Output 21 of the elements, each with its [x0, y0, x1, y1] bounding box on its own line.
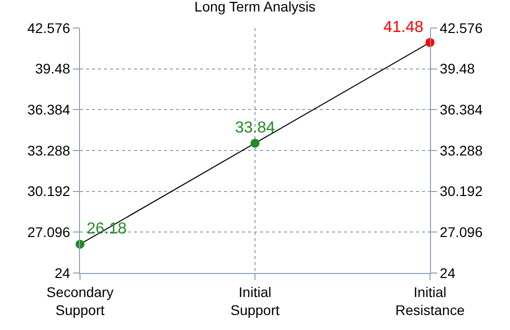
y2-tick-label: 30.192	[440, 183, 483, 200]
y-tick-label: 30.192	[27, 183, 70, 200]
data-label: 33.84	[234, 120, 276, 137]
x-tick-label: Initial Support	[230, 284, 280, 318]
point	[250, 138, 260, 148]
y-tick-label: 39.48	[35, 60, 70, 77]
y2-tick-label: 24	[440, 264, 456, 281]
chart-title: Long Term Analysis	[194, 0, 316, 14]
data-label: 41.48	[383, 18, 424, 36]
y2-tick-label: 27.096	[440, 224, 483, 240]
y2-tick-label: 39.48	[440, 60, 476, 77]
y-tick-label: 33.288	[27, 142, 70, 158]
y2-tick-label: 33.288	[440, 142, 483, 158]
y2-tick-label: 42.576	[440, 20, 483, 36]
y-tick-label: 42.576	[27, 20, 70, 36]
y-tick-label: 24	[54, 264, 70, 281]
x-tick-label: Secondary Support	[46, 284, 114, 318]
y-tick-label: 27.096	[27, 224, 70, 240]
x-tick-label: Initial Resistance	[395, 284, 465, 318]
y-tick-label: 36.384	[27, 102, 70, 118]
y2-tick-label: 36.384	[440, 102, 483, 118]
